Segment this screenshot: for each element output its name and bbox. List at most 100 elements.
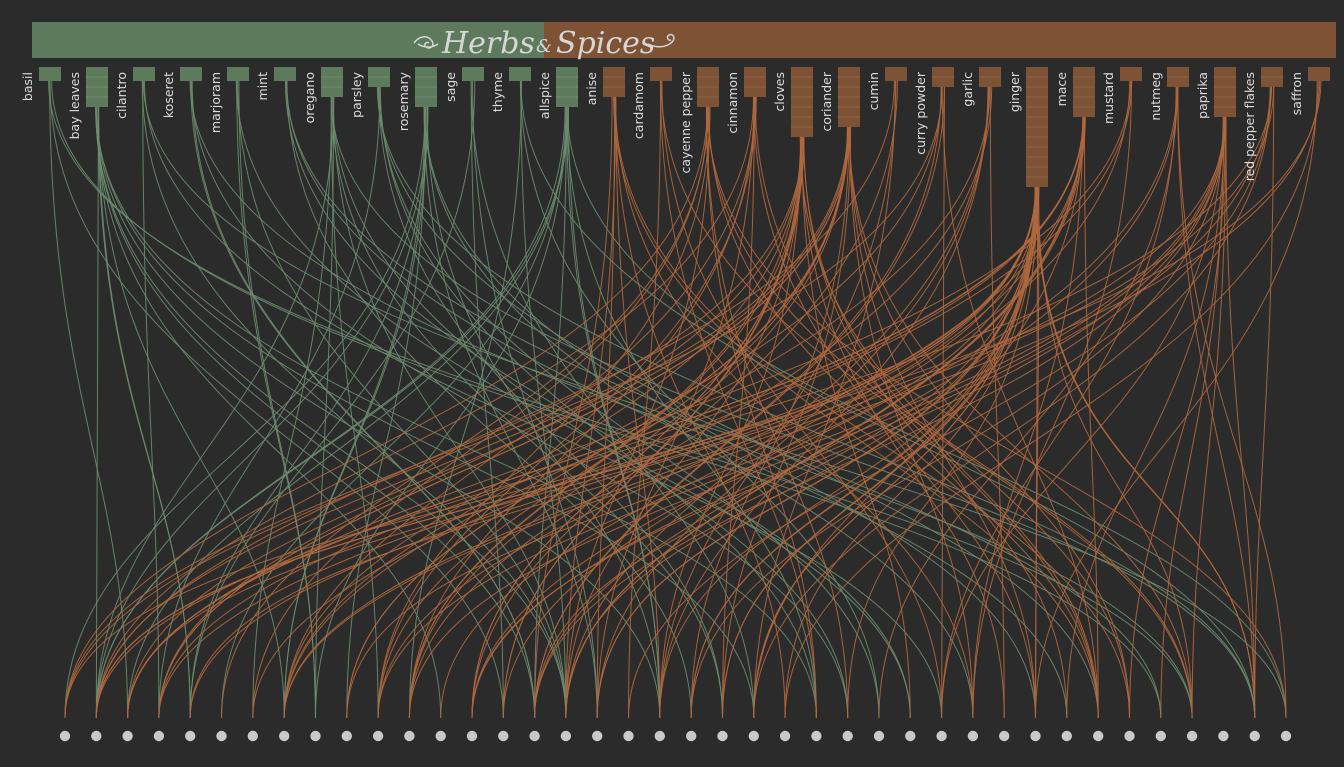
ingredient-block-garlic[interactable] bbox=[979, 67, 1001, 87]
link-cayenne-pepper bbox=[221, 106, 709, 719]
recipe-node[interactable] bbox=[216, 730, 227, 742]
ingredient-block-allspice[interactable] bbox=[556, 67, 578, 107]
ingredient-block-parsley[interactable] bbox=[368, 67, 390, 87]
recipe-node[interactable] bbox=[529, 730, 540, 742]
ingredient-block-rosemary[interactable] bbox=[415, 67, 437, 107]
recipe-node[interactable] bbox=[717, 730, 728, 742]
recipe-node[interactable] bbox=[748, 730, 759, 742]
ingredient-block-basil[interactable] bbox=[39, 67, 61, 81]
ingredient-block-saffron[interactable] bbox=[1308, 67, 1330, 81]
ingredient-label-cayenne-pepper: cayenne pepper bbox=[678, 71, 693, 173]
link-cumin bbox=[95, 80, 895, 719]
recipe-node[interactable] bbox=[779, 730, 791, 742]
link-red-pepper-flakes bbox=[95, 86, 1273, 719]
ingredient-block-red-pepper-flakes[interactable] bbox=[1261, 67, 1283, 87]
link-allspice bbox=[315, 106, 567, 719]
ingredient-block-bay-leaves[interactable] bbox=[86, 67, 108, 107]
ingredient-block-sage[interactable] bbox=[462, 67, 484, 81]
recipe-node[interactable] bbox=[153, 730, 165, 742]
recipe-node[interactable] bbox=[1186, 730, 1198, 742]
link-paprika bbox=[408, 116, 1226, 719]
link-mace bbox=[1084, 116, 1099, 719]
recipe-node[interactable] bbox=[905, 730, 916, 742]
ingredient-block-cloves[interactable] bbox=[791, 67, 813, 137]
link-anise bbox=[615, 96, 661, 719]
recipe-node[interactable] bbox=[1280, 730, 1292, 742]
recipe-node[interactable] bbox=[936, 730, 947, 742]
ingredient-block-coriander[interactable] bbox=[838, 67, 860, 127]
recipe-node[interactable] bbox=[999, 730, 1010, 742]
recipe-node[interactable] bbox=[873, 730, 885, 742]
title-amp: & bbox=[536, 36, 552, 57]
recipe-node[interactable] bbox=[1030, 730, 1041, 742]
recipe-node[interactable] bbox=[1124, 730, 1135, 742]
ingredient-block-mustard[interactable] bbox=[1120, 67, 1142, 81]
link-saffron bbox=[784, 80, 1319, 719]
link-saffron bbox=[158, 80, 1322, 719]
link-oregano bbox=[332, 96, 849, 719]
ingredient-label-sage: sage bbox=[443, 72, 458, 102]
ingredient-label-mustard: mustard bbox=[1101, 72, 1116, 124]
ingredient-block-cilantro[interactable] bbox=[133, 67, 155, 81]
link-thyme bbox=[519, 80, 880, 719]
ingredient-block-curry-powder[interactable] bbox=[932, 67, 954, 87]
recipe-node[interactable] bbox=[247, 730, 258, 742]
recipe-node[interactable] bbox=[59, 730, 71, 742]
ingredient-block-cayenne-pepper[interactable] bbox=[697, 67, 719, 107]
link-red-pepper-flakes bbox=[471, 86, 1271, 719]
ingredient-block-ginger[interactable] bbox=[1026, 67, 1048, 187]
recipe-node[interactable] bbox=[310, 730, 321, 742]
recipe-node[interactable] bbox=[654, 730, 665, 742]
recipe-node[interactable] bbox=[560, 730, 572, 742]
ingredient-block-mint[interactable] bbox=[274, 67, 296, 81]
ingredient-block-marjoram[interactable] bbox=[227, 67, 249, 81]
ingredient-block-cinnamon[interactable] bbox=[744, 67, 766, 97]
link-cayenne-pepper bbox=[64, 106, 708, 719]
link-coriander bbox=[848, 126, 1193, 719]
recipe-node[interactable] bbox=[435, 730, 446, 742]
link-saffron bbox=[1035, 80, 1318, 719]
recipe-node[interactable] bbox=[1061, 730, 1073, 742]
recipe-node[interactable] bbox=[185, 730, 196, 742]
recipe-node[interactable] bbox=[592, 730, 603, 742]
recipe-node[interactable] bbox=[967, 730, 979, 742]
recipe-node[interactable] bbox=[372, 730, 384, 742]
recipe-node[interactable] bbox=[1218, 730, 1229, 742]
recipe-node[interactable] bbox=[1155, 730, 1167, 742]
recipe-node[interactable] bbox=[1249, 730, 1260, 742]
recipe-node[interactable] bbox=[466, 730, 478, 742]
link-garlic bbox=[565, 86, 989, 719]
link-allspice bbox=[127, 106, 569, 719]
ingredient-block-koseret[interactable] bbox=[180, 67, 202, 81]
recipe-node[interactable] bbox=[341, 730, 352, 742]
recipe-node[interactable] bbox=[122, 730, 133, 742]
ingredient-block-paprika[interactable] bbox=[1214, 67, 1236, 117]
recipe-node[interactable] bbox=[498, 730, 509, 742]
ingredient-block-anise[interactable] bbox=[603, 67, 625, 97]
recipe-node[interactable] bbox=[842, 730, 853, 742]
recipe-node[interactable] bbox=[686, 730, 697, 742]
ingredient-block-cumin[interactable] bbox=[885, 67, 907, 81]
recipe-node[interactable] bbox=[404, 730, 415, 742]
ingredient-label-saffron: saffron bbox=[1289, 72, 1304, 115]
ingredient-block-mace[interactable] bbox=[1073, 67, 1095, 117]
recipe-node[interactable] bbox=[623, 730, 634, 742]
link-nutmeg bbox=[471, 86, 1178, 719]
link-cinnamon bbox=[754, 96, 1099, 719]
recipe-node[interactable] bbox=[1093, 730, 1104, 742]
ingredient-label-bay-leaves: bay leaves bbox=[67, 72, 82, 139]
ingredient-label-anise: anise bbox=[584, 72, 599, 106]
ingredient-block-nutmeg[interactable] bbox=[1167, 67, 1189, 87]
link-garlic bbox=[283, 86, 991, 719]
ingredient-block-thyme[interactable] bbox=[509, 67, 531, 81]
link-bay-leaves bbox=[95, 106, 661, 719]
ingredient-block-oregano[interactable] bbox=[321, 67, 343, 97]
link-bay-leaves bbox=[95, 106, 99, 719]
ingredient-label-koseret: koseret bbox=[161, 72, 176, 118]
recipe-node[interactable] bbox=[811, 730, 822, 742]
recipe-node[interactable] bbox=[279, 730, 290, 742]
ingredient-label-cinnamon: cinnamon bbox=[725, 72, 740, 134]
link-nutmeg bbox=[534, 86, 1179, 719]
recipe-node[interactable] bbox=[91, 730, 102, 742]
ingredient-block-cardamom[interactable] bbox=[650, 67, 672, 81]
